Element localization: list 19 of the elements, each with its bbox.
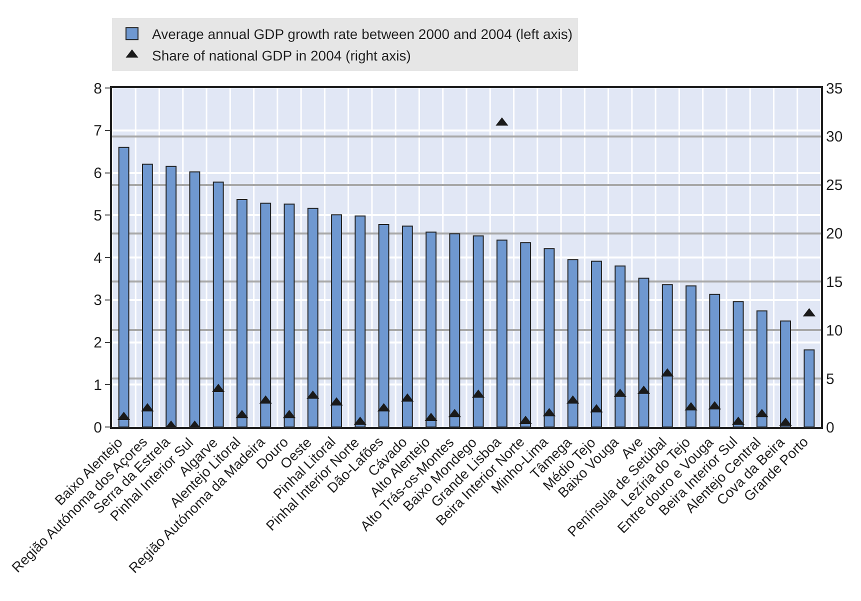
y-tick-label: 5 [94,207,102,224]
y2-tick-label: 5 [826,370,834,388]
y2-tick-label: 30 [826,128,843,146]
y2-tick-label: 20 [826,226,843,243]
y-tick-label: 4 [94,250,102,267]
y-tick-label: 0 [94,419,102,436]
y-tick-label: 3 [94,292,102,310]
y-tick-label: 6 [94,165,102,182]
y-tick-label: 8 [94,80,102,98]
legend-label: Share of national GDP in 2004 (right axis) [152,47,411,64]
y-tick-label: 2 [94,334,102,352]
y-tick-label: 1 [94,376,102,394]
y2-tick-label: 35 [826,80,843,98]
legend-label: Average annual GDP growth rate between 2000 and 2004 (left axis) [152,26,573,42]
y2-tick-label: 10 [826,322,843,340]
y2-tick-label: 25 [826,177,843,194]
y-tick-label: 7 [94,122,102,140]
y2-tick-label: 0 [826,419,834,436]
y2-tick-label: 15 [826,274,843,291]
